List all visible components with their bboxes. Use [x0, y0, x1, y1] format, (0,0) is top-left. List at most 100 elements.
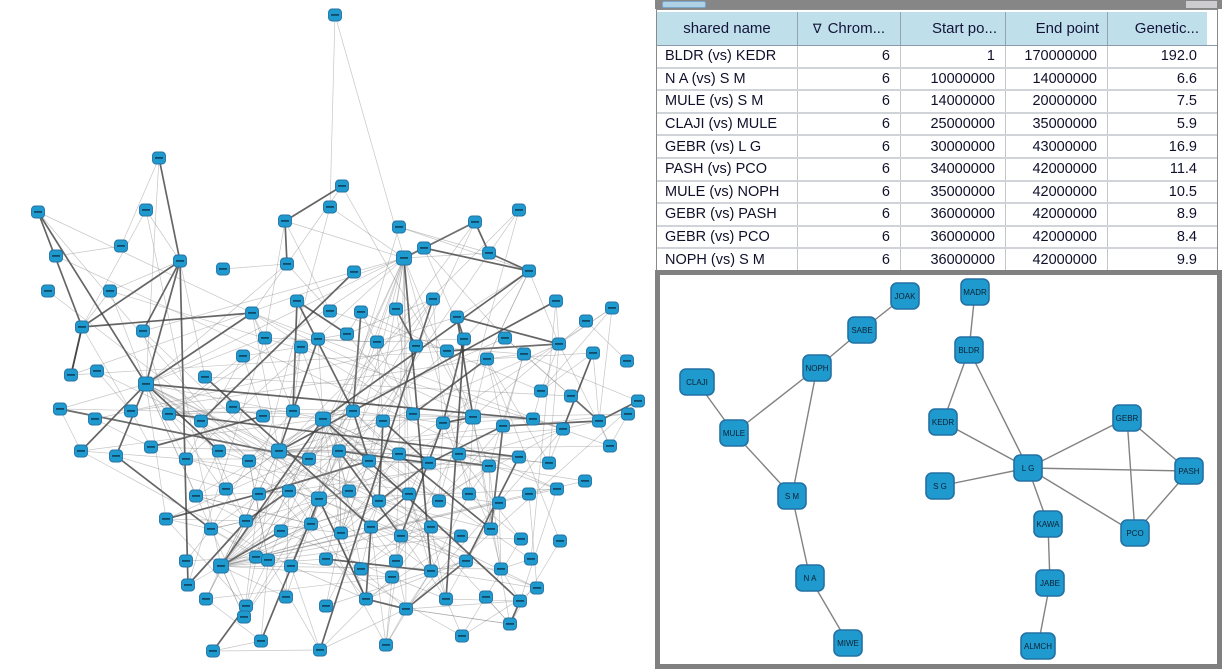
main-network-node[interactable] — [468, 215, 482, 229]
main-network-node[interactable] — [406, 407, 420, 421]
table-row[interactable]: PASH (vs) PCO 6 34000000 42000000 11.4 — [657, 158, 1217, 182]
main-network-node[interactable] — [372, 494, 386, 508]
main-network-node[interactable] — [579, 314, 593, 328]
main-network-node[interactable] — [319, 552, 333, 566]
filter-icon[interactable]: ∇ — [812, 21, 822, 36]
main-network-node[interactable] — [586, 346, 600, 360]
subnetwork-node-almch[interactable]: ALMCH — [1020, 632, 1056, 660]
main-network-node[interactable] — [498, 331, 512, 345]
main-network-node[interactable] — [313, 643, 327, 657]
main-network-node[interactable] — [542, 456, 556, 470]
main-network-node[interactable] — [436, 416, 450, 430]
table-row[interactable]: GEBR (vs) PASH 6 36000000 42000000 8.9 — [657, 204, 1217, 227]
table-row[interactable]: NOPH (vs) S M 6 36000000 42000000 9.9 — [657, 249, 1217, 270]
main-network-node[interactable] — [252, 487, 266, 501]
main-network-node[interactable] — [376, 414, 390, 428]
main-network-node[interactable] — [226, 400, 240, 414]
main-network-node[interactable] — [103, 284, 117, 298]
main-network-node[interactable] — [216, 262, 230, 276]
table-row[interactable]: MULE (vs) NOPH 6 35000000 42000000 10.5 — [657, 181, 1217, 205]
main-network-node[interactable] — [359, 592, 373, 606]
main-network-node[interactable] — [379, 638, 393, 652]
subnetwork-node-noph[interactable]: NOPH — [802, 354, 832, 382]
main-network-node[interactable] — [136, 324, 150, 338]
main-network-node[interactable] — [385, 570, 399, 584]
main-network-node[interactable] — [239, 599, 253, 613]
main-network-node[interactable] — [323, 304, 337, 318]
main-network-node[interactable] — [512, 450, 526, 464]
main-network-node[interactable] — [524, 552, 538, 566]
subnetwork-node-kawa[interactable]: KAWA — [1033, 510, 1063, 538]
main-network-node[interactable] — [389, 302, 403, 316]
main-network-node[interactable] — [294, 340, 308, 354]
main-network-node[interactable] — [144, 440, 158, 454]
main-network-node[interactable] — [564, 389, 578, 403]
main-network-node[interactable] — [494, 562, 508, 576]
subnetwork-node-s-g[interactable]: S G — [925, 472, 955, 500]
subnetwork-node-gebr[interactable]: GEBR — [1112, 404, 1142, 432]
subnetwork-node-s-m[interactable]: S M — [777, 482, 807, 510]
main-network-node[interactable] — [354, 305, 368, 319]
main-network-node[interactable] — [439, 592, 453, 606]
column-header-2[interactable]: Start po... — [900, 12, 1005, 45]
column-header-3[interactable]: End point — [1005, 12, 1107, 45]
main-network-node[interactable] — [550, 482, 564, 496]
table-row[interactable]: BLDR (vs) KEDR 6 1 170000000 192.0 — [657, 46, 1217, 69]
main-network-node[interactable] — [41, 284, 55, 298]
main-network-node[interactable] — [409, 339, 423, 353]
main-network-node[interactable] — [124, 404, 138, 418]
main-network-node[interactable] — [114, 239, 128, 253]
main-network-node[interactable] — [340, 327, 354, 341]
main-network-node[interactable] — [109, 449, 123, 463]
subnetwork-node-kedr[interactable]: KEDR — [928, 408, 958, 436]
main-network-panel[interactable] — [0, 0, 655, 669]
main-network-node[interactable] — [549, 294, 563, 308]
subnetwork-node-mule[interactable]: MULE — [719, 419, 749, 447]
main-network-node[interactable] — [189, 489, 203, 503]
main-network-node[interactable] — [323, 200, 337, 214]
main-network-node[interactable] — [271, 443, 287, 459]
main-network-node[interactable] — [179, 554, 193, 568]
main-network-node[interactable] — [286, 404, 300, 418]
main-network-node[interactable] — [332, 444, 346, 458]
main-network-node[interactable] — [342, 484, 356, 498]
main-network-node[interactable] — [362, 454, 376, 468]
main-network-node[interactable] — [242, 454, 256, 468]
subnetwork-node-miwe[interactable]: MIWE — [833, 629, 863, 657]
main-network-node[interactable] — [162, 407, 176, 421]
main-network-node[interactable] — [194, 414, 208, 428]
main-network-node[interactable] — [480, 352, 494, 366]
main-network-node[interactable] — [198, 370, 212, 384]
main-network-node[interactable] — [199, 592, 213, 606]
main-network-node[interactable] — [417, 241, 431, 255]
main-network-node[interactable] — [311, 491, 327, 507]
table-row[interactable]: CLAJI (vs) MULE 6 25000000 35000000 5.9 — [657, 113, 1217, 137]
subnetwork-node-claji[interactable]: CLAJI — [679, 368, 715, 396]
main-network-node[interactable] — [311, 332, 325, 346]
main-network-node[interactable] — [88, 412, 102, 426]
main-network-node[interactable] — [278, 214, 292, 228]
main-network-node[interactable] — [389, 554, 403, 568]
subnetwork-node-madr[interactable]: MADR — [960, 278, 990, 306]
main-network-node[interactable] — [459, 554, 473, 568]
main-network-node[interactable] — [534, 384, 548, 398]
main-network-node[interactable] — [440, 344, 454, 358]
main-network-node[interactable] — [603, 439, 617, 453]
main-network-node[interactable] — [328, 8, 342, 22]
main-network-node[interactable] — [279, 590, 293, 604]
main-network-node[interactable] — [258, 331, 272, 345]
main-network-node[interactable] — [282, 484, 296, 498]
main-network-node[interactable] — [212, 444, 226, 458]
subnetwork-node-joak[interactable]: JOAK — [890, 282, 920, 310]
main-network-node[interactable] — [422, 456, 436, 470]
main-network-node[interactable] — [152, 151, 166, 165]
main-network-node[interactable] — [173, 254, 187, 268]
main-network-node[interactable] — [396, 250, 412, 266]
main-network-node[interactable] — [334, 526, 348, 540]
main-network-node[interactable] — [90, 364, 104, 378]
main-network-node[interactable] — [204, 522, 218, 536]
column-header-1[interactable]: ∇ Chrom... — [797, 12, 900, 45]
main-network-node[interactable] — [605, 301, 619, 315]
column-header-4[interactable]: Genetic... — [1107, 12, 1207, 45]
main-network-node[interactable] — [455, 629, 469, 643]
